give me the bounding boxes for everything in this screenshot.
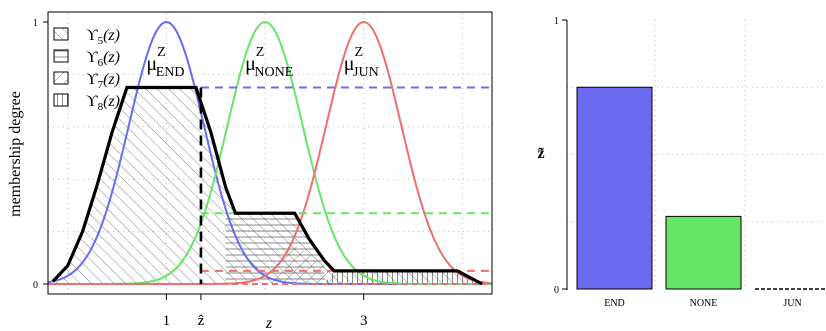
right-y-ticks: 01 — [554, 16, 567, 296]
y-tick-label: 0 — [554, 285, 559, 296]
series-labels: μZ END μZ NONE μZ JUN — [146, 45, 378, 80]
x-tick-label: ẑ — [198, 313, 205, 329]
category-label: END — [604, 298, 625, 309]
legend-label: ϒ5(z) — [86, 27, 120, 47]
legend-label: ϒ6(z) — [86, 49, 120, 69]
left-x-axis-label: z — [265, 315, 273, 331]
legend-label: ϒ8(z) — [86, 93, 120, 113]
legend-swatch — [53, 27, 69, 41]
y-tick-label: 1 — [554, 16, 559, 27]
left-y-axis-label: membership degree — [7, 91, 24, 217]
hatch-region-7 — [265, 244, 344, 284]
category-label: NONE — [690, 298, 718, 309]
legend-label: ϒ7(z) — [86, 71, 120, 91]
legend-item: ϒ7(z) — [53, 71, 120, 91]
legend-item: ϒ5(z) — [53, 27, 120, 47]
legend-swatch — [53, 93, 69, 107]
right-grid — [567, 20, 826, 289]
left-plot-border — [47, 11, 493, 295]
x-tick-label: 1 — [163, 313, 171, 329]
right-x-ticks: END NONE JUN — [604, 298, 801, 309]
series-label-none: μZ NONE — [245, 45, 293, 80]
x-tick-label: 3 — [360, 313, 368, 329]
legend-swatch — [53, 71, 69, 85]
series-label-jun: μZ JUN — [344, 45, 379, 80]
y-tick-label: 0 — [33, 280, 38, 291]
category-label: JUN — [783, 298, 801, 309]
left-x-ticks: 1 ẑ 3 — [163, 294, 368, 329]
bar-none — [665, 215, 742, 290]
aggregate-hatched-area — [52, 87, 483, 284]
y-tick-label: 1 — [33, 18, 38, 29]
legend: ϒ5(z)ϒ6(z)ϒ7(z)ϒ8(z) — [53, 27, 120, 113]
hatch-region-5 — [52, 87, 483, 284]
left-y-ticks: 01 — [33, 18, 48, 291]
legend-swatch — [53, 49, 69, 63]
legend-item: ϒ8(z) — [53, 93, 120, 113]
bar-end — [576, 86, 653, 290]
aggregate-envelope — [51, 85, 483, 286]
legend-item: ϒ6(z) — [53, 49, 120, 69]
hatch-region-8 — [324, 270, 483, 284]
output-panel: 01 END NONE JUN z̃ — [537, 16, 826, 309]
series-label-end: μZ END — [146, 45, 184, 80]
aggregate-envelope-line — [51, 85, 483, 286]
right-y-axis-label: z̃ — [537, 145, 544, 162]
bars — [576, 86, 826, 290]
